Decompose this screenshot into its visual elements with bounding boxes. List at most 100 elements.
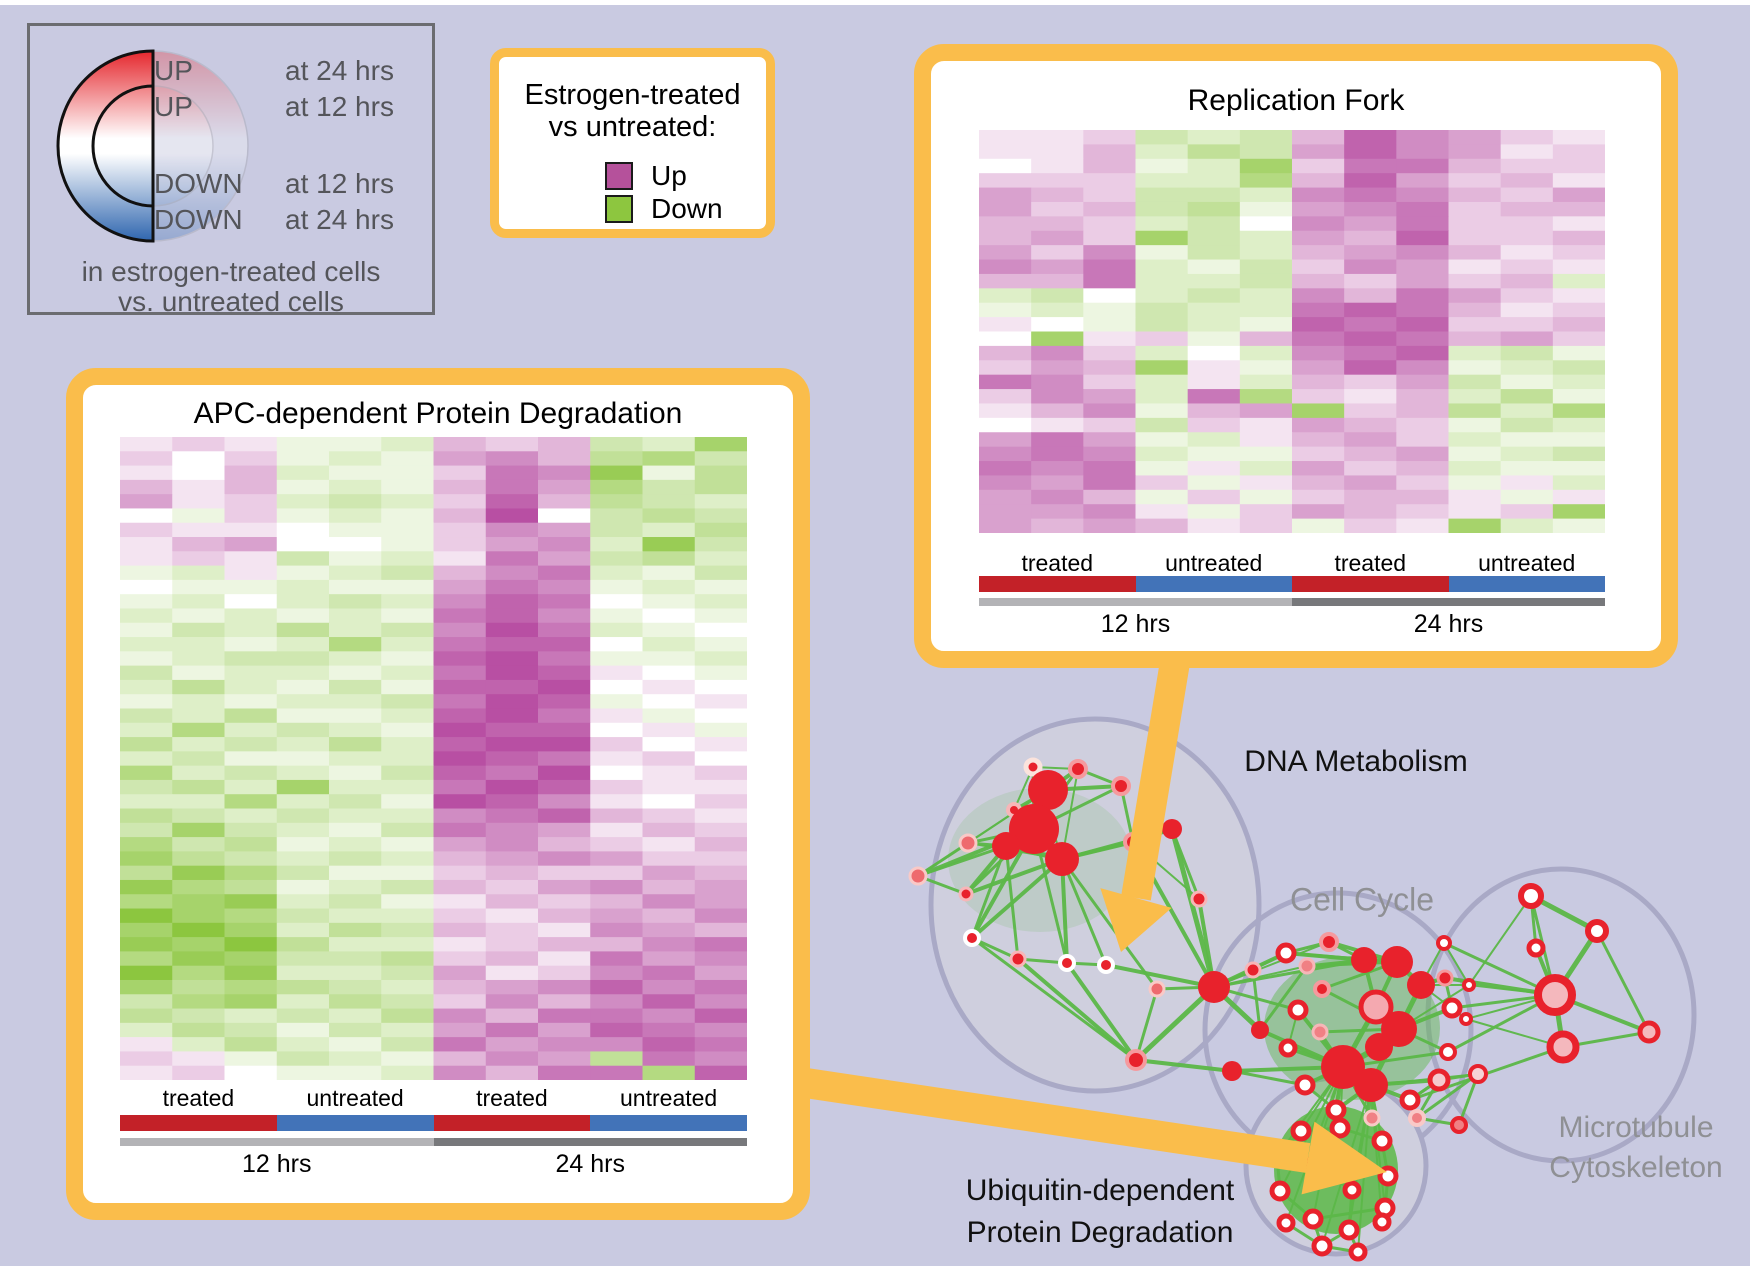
- heatmap-cell: [590, 508, 643, 524]
- heatmap-cell: [1239, 432, 1293, 448]
- heatmap-cell: [224, 537, 278, 552]
- heatmap-cell: [1239, 302, 1293, 318]
- heatmap-cell: [538, 865, 591, 881]
- heatmap-cell: [485, 865, 539, 881]
- top-margin: [0, 0, 1750, 5]
- heatmap-cell: [172, 922, 225, 938]
- heatmap-cell: [329, 837, 382, 852]
- heatmap-cell: [979, 432, 1032, 448]
- heatmap-cell: [1187, 518, 1241, 533]
- heatmap-cell: [979, 144, 1032, 160]
- heatmap-cell: [120, 651, 173, 667]
- heatmap-cell: [1396, 288, 1449, 304]
- heatmap-cell: [485, 522, 539, 538]
- heatmap-cell: [694, 708, 747, 724]
- network-edge: [1595, 929, 1651, 1034]
- heatmap-cell: [1292, 259, 1345, 275]
- heatmap-cell: [224, 765, 278, 781]
- heatmap-cell: [1396, 360, 1449, 376]
- heatmap-cell: [120, 837, 173, 852]
- heatmap-cell: [538, 679, 591, 695]
- heatmap-cell: [485, 751, 539, 767]
- heatmap-cell: [276, 479, 330, 495]
- heatmap-cell: [224, 708, 278, 724]
- heatmap-cell: [590, 565, 643, 581]
- heatmap-cell: [1396, 216, 1449, 232]
- heatmap-cell: [172, 537, 225, 552]
- heatmap-cell: [1344, 446, 1397, 462]
- network-node: [1321, 1045, 1365, 1089]
- heatmap-cell: [1031, 489, 1084, 505]
- heatmap-cell: [1031, 216, 1084, 232]
- time-bar-segment: [1292, 598, 1605, 606]
- heatmap-cell: [1292, 417, 1345, 433]
- heatmap-cell: [172, 651, 225, 667]
- network-node: [1351, 947, 1377, 973]
- heatmap-cell: [1552, 158, 1605, 174]
- heatmap-cell: [694, 579, 747, 595]
- heatmap-cell: [1396, 331, 1449, 347]
- heatmap-cell: [381, 494, 434, 509]
- heatmap-cell: [172, 465, 225, 481]
- up-swatch: [605, 161, 633, 190]
- heatmap-cell: [381, 437, 434, 452]
- heatmap-cell: [329, 637, 382, 652]
- heatmap-cell: [590, 851, 643, 867]
- heatmap-cell: [1448, 130, 1502, 145]
- heatmap-cell: [172, 794, 225, 810]
- heatmap-cell: [224, 865, 278, 881]
- heatmap-cell: [433, 565, 487, 581]
- heatmap-cell: [224, 908, 278, 924]
- heatmap-cell: [120, 794, 173, 810]
- heatmap-cell: [1292, 518, 1345, 533]
- heatmap-cell: [433, 1037, 487, 1052]
- network-edge: [1258, 964, 1309, 1032]
- heatmap-cell: [538, 879, 591, 895]
- network-edge: [1468, 895, 1532, 986]
- heatmap-cell: [694, 465, 747, 481]
- network-node: [1009, 950, 1027, 968]
- heatmap-cell: [642, 737, 696, 752]
- heatmap-cell: [329, 937, 382, 952]
- heatmap-cell: [694, 665, 747, 681]
- heatmap-cell: [381, 751, 434, 767]
- heatmap-cell: [172, 608, 225, 624]
- annotation-arrow-head: [1100, 888, 1172, 952]
- heatmap-cell: [381, 622, 434, 638]
- heatmap-cell: [1500, 374, 1554, 390]
- heatmap-cell: [642, 522, 696, 538]
- heatmap-cell: [590, 594, 643, 609]
- heatmap-cell: [1552, 144, 1605, 160]
- heatmap-cell: [642, 479, 696, 495]
- heatmap-cell: [276, 551, 330, 567]
- heatmap-cell: [642, 751, 696, 767]
- heatmap-cell: [1552, 302, 1605, 318]
- heatmap-cell: [590, 694, 643, 709]
- heatmap-cell: [172, 994, 225, 1010]
- heatmap-cell: [120, 637, 173, 652]
- heatmap-cell: [642, 851, 696, 867]
- heatmap-cell: [381, 965, 434, 981]
- heatmap-cell: [276, 1022, 330, 1038]
- heatmap-cell: [120, 1065, 173, 1080]
- heatmap-cell: [1500, 489, 1554, 505]
- heatmap-cell: [224, 622, 278, 638]
- heatmap-cell: [1344, 432, 1397, 448]
- network-edge: [1415, 1072, 1480, 1120]
- heatmap-cell: [590, 665, 643, 681]
- heatmap-cell: [979, 331, 1032, 347]
- heatmap-cell: [120, 694, 173, 709]
- heatmap-cell: [1239, 389, 1293, 404]
- heatmap-cell: [224, 637, 278, 652]
- heatmap-cell: [120, 537, 173, 552]
- heatmap-cell: [485, 1022, 539, 1038]
- heatmap-cell: [1239, 475, 1293, 491]
- heatmap-cell: [590, 551, 643, 567]
- heatmap-cell: [642, 579, 696, 595]
- apc-group-treated-24: treated: [476, 1085, 548, 1111]
- network-node: [1278, 1038, 1298, 1058]
- heatmap-cell: [1500, 302, 1554, 318]
- heatmap-cell: [590, 465, 643, 481]
- heatmap-cell: [433, 708, 487, 724]
- heatmap-cell: [694, 522, 747, 538]
